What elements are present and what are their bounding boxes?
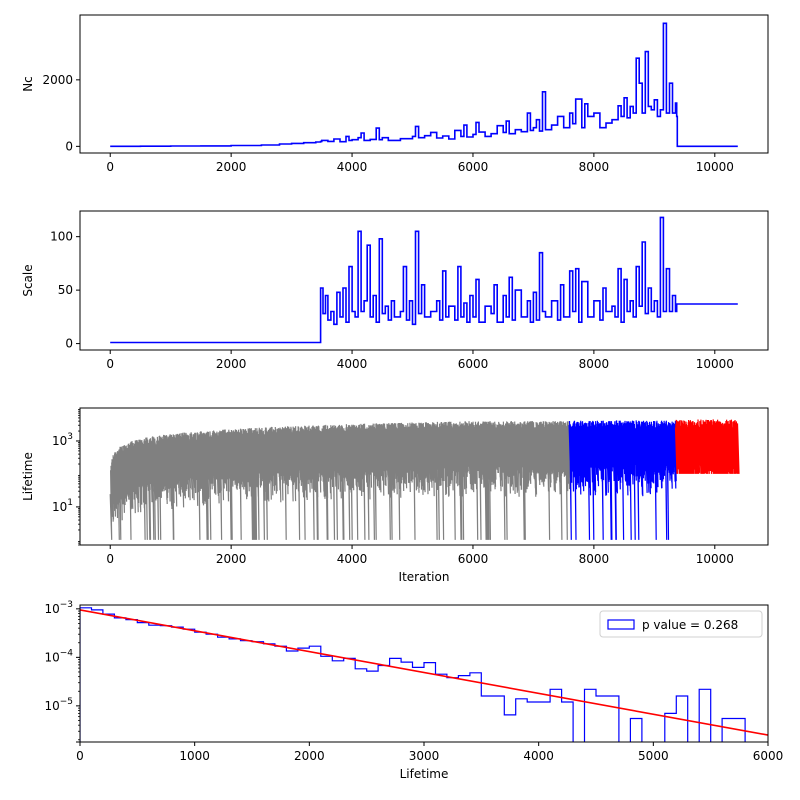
x-tick-label: 6000 — [458, 160, 489, 174]
x-tick-label: 4000 — [523, 749, 554, 763]
x-tick-label: 2000 — [294, 749, 325, 763]
x-tick-label: 6000 — [458, 552, 489, 566]
axes-2: 0 2000 4000 6000 8000 10000 0 50 100 Scale — [21, 210, 769, 371]
y-tick-label: 2000 — [42, 73, 73, 87]
fit-line — [80, 609, 768, 736]
series-line-1 — [110, 22, 738, 148]
x-axis-label: Lifetime — [400, 767, 449, 781]
x-tick-label: 3000 — [409, 749, 440, 763]
axes-frame — [79, 407, 769, 546]
x-tick-label: 6000 — [753, 749, 784, 763]
axes-1: 0 2000 4000 6000 8000 10000 0 2000 Nc — [21, 14, 769, 174]
axes-frame — [79, 210, 769, 351]
y-tick-label: 103 — [52, 432, 73, 448]
y-tick-label: 0 — [65, 337, 73, 351]
legend: p value = 0.268 — [599, 610, 763, 638]
x-tick-label: 1000 — [179, 749, 210, 763]
legend-label: p value = 0.268 — [642, 618, 738, 632]
x-tick-label: 10000 — [696, 552, 734, 566]
y-tick-label: 101 — [52, 498, 73, 514]
lifetime-series-3 — [674, 419, 740, 474]
x-tick-label: 0 — [76, 749, 84, 763]
axes-frame — [79, 604, 769, 743]
series-line-1 — [110, 216, 738, 344]
y-tick-label: 10−4 — [44, 648, 73, 664]
y-tick-label: 10−5 — [44, 697, 73, 713]
x-tick-label: 4000 — [337, 552, 368, 566]
x-tick-label: 2000 — [216, 357, 247, 371]
x-tick-label: 4000 — [337, 160, 368, 174]
x-axis-label: Iteration — [399, 570, 450, 584]
y-tick-label: 100 — [50, 230, 73, 244]
legend-swatch — [607, 619, 635, 630]
lifetime-series-1 — [109, 421, 572, 540]
x-tick-label: 5000 — [638, 749, 669, 763]
axes-4: 0 1000 2000 3000 4000 5000 6000 10−5 10−4 10−3 Lif… — [44, 600, 783, 781]
y-axis-label: Scale — [21, 264, 35, 296]
x-tick-label: 6000 — [458, 357, 489, 371]
legend-box — [599, 610, 763, 638]
y-tick-label: 0 — [65, 139, 73, 153]
x-tick-label: 0 — [106, 160, 114, 174]
y-tick-label: 10−3 — [44, 600, 73, 616]
x-tick-label: 10000 — [696, 160, 734, 174]
lifetime-series-2 — [568, 420, 678, 540]
x-tick-label: 4000 — [337, 357, 368, 371]
x-tick-label: 8000 — [579, 160, 610, 174]
y-axis-label: Nc — [21, 76, 35, 92]
axes-3: 0 2000 4000 6000 8000 10000 101 103 Lifetime Iter… — [21, 407, 769, 584]
x-tick-label: 0 — [106, 552, 114, 566]
axes-frame — [79, 14, 769, 154]
x-tick-label: 8000 — [579, 552, 610, 566]
x-tick-label: 0 — [106, 357, 114, 371]
y-axis-label: Lifetime — [21, 452, 35, 501]
y-tick-label: 50 — [58, 283, 73, 297]
x-tick-label: 8000 — [579, 357, 610, 371]
x-tick-label: 10000 — [696, 357, 734, 371]
x-tick-label: 2000 — [216, 552, 247, 566]
x-tick-label: 2000 — [216, 160, 247, 174]
